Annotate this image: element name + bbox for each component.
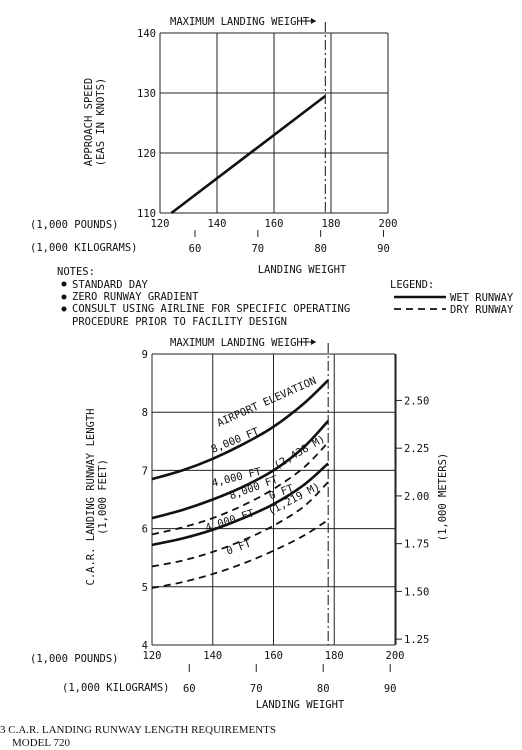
x-secondary-tick-label: 60 (183, 683, 196, 695)
caption-line1: 3 C.A.R. LANDING RUNWAY LENGTH REQUIREME… (0, 724, 276, 736)
y-tick-label: 8 (142, 407, 148, 419)
top-series (170, 94, 327, 215)
legend-wet-label: WET RUNWAY (450, 292, 514, 304)
bottom-annotation: MAXIMUM LANDING WEIGHT (170, 337, 310, 349)
x-secondary-tick-label: 80 (314, 243, 327, 255)
bottom-x-ticks: 120 140 160 180 200 60 70 80 90 (143, 650, 405, 695)
bullet-icon (61, 306, 67, 312)
x-tick-label: 120 (143, 650, 162, 662)
note-2: ZERO RUNWAY GRADIENT (72, 291, 199, 303)
note-1: STANDARD DAY (72, 279, 149, 291)
legend-heading: LEGEND: (390, 279, 434, 291)
legend-dry-label: DRY RUNWAY (450, 304, 514, 316)
bottom-xlabel: LANDING WEIGHT (256, 699, 345, 711)
runway-length-chart: MAXIMUM LANDING WEIGHT AIRPORT ELEVATION… (30, 337, 449, 711)
curve-label: 0 FT (225, 537, 254, 557)
bottom-y-ticks-right: 1.25 1.50 1.75 2.00 2.25 2.50 (395, 354, 429, 646)
notes-heading: NOTES: (57, 266, 95, 278)
top-y-ticks: 110 120 130 140 (137, 28, 156, 220)
y-tick-label: 110 (137, 208, 156, 220)
right-y-tick-label: 2.50 (404, 395, 429, 407)
curve-label: 8,000 FT (209, 425, 261, 455)
x-tick-label: 140 (203, 650, 222, 662)
right-y-tick-label: 1.75 (404, 539, 429, 551)
x-secondary-tick-label: 60 (189, 243, 202, 255)
y-tick-label: 140 (137, 28, 156, 40)
right-y-tick-label: 1.50 (404, 586, 429, 598)
top-grid (159, 22, 389, 214)
note-4: PROCEDURE PRIOR TO FACILITY DESIGN (72, 316, 287, 328)
wet-runway-curve (151, 462, 330, 547)
x-secondary-tick-label: 90 (377, 243, 390, 255)
wet-runway-curve (170, 94, 327, 215)
y-tick-label: 4 (142, 640, 148, 652)
bullet-icon (61, 294, 67, 300)
bottom-annotation-arrowhead (311, 339, 316, 345)
top-annotation: MAXIMUM LANDING WEIGHT (170, 16, 310, 28)
x-tick-label: 140 (208, 218, 227, 230)
bottom-x-unit-primary: (1,000 POUNDS) (30, 653, 119, 665)
bottom-ylabel-line2: (1,000 FEET) (97, 459, 109, 535)
curve-label: (2,438 M) (272, 433, 327, 472)
x-tick-label: 160 (265, 218, 284, 230)
x-tick-label: 160 (264, 650, 283, 662)
x-tick-label: 180 (322, 218, 341, 230)
top-xlabel: LANDING WEIGHT (258, 264, 347, 276)
x-tick-label: 200 (386, 650, 405, 662)
right-y-tick-label: 2.00 (404, 491, 429, 503)
wet-runway-curve (151, 420, 330, 520)
right-y-tick-label: 1.25 (404, 634, 429, 646)
top-x-ticks: 120 140 160 180 200 60 70 80 90 (151, 218, 398, 255)
y-tick-label: 7 (142, 465, 148, 477)
note-3: CONSULT USING AIRLINE FOR SPECIFIC OPERA… (72, 303, 350, 315)
bullet-icon (61, 281, 67, 287)
y-tick-label: 9 (142, 349, 148, 361)
wet-runway-curve (151, 379, 330, 481)
bottom-ylabel-line1: C.A.R. LANDING RUNWAY LENGTH (85, 408, 97, 585)
legend: LEGEND: WET RUNWAY DRY RUNWAY (390, 279, 514, 316)
curve-label: 4,000 FT (204, 507, 256, 534)
bottom-ylabel-right: (1,000 METERS) (437, 453, 449, 542)
bottom-x-unit-secondary: (1,000 KILOGRAMS) (62, 682, 169, 694)
top-annotation-arrowhead (311, 18, 316, 24)
bottom-y-ticks: 4 5 6 7 8 9 (142, 349, 148, 652)
y-tick-label: 120 (137, 148, 156, 160)
x-tick-label: 180 (325, 650, 344, 662)
y-tick-label: 5 (142, 582, 148, 594)
caption-line2: MODEL 720 (12, 737, 70, 749)
x-secondary-tick-label: 70 (250, 683, 263, 695)
x-secondary-tick-label: 70 (251, 243, 264, 255)
x-tick-label: 120 (151, 218, 170, 230)
y-tick-label: 130 (137, 88, 156, 100)
curve-label: AIRPORT ELEVATION (215, 375, 318, 430)
y-tick-label: 6 (142, 524, 148, 536)
dry-runway-curve (151, 519, 329, 589)
x-tick-label: 200 (379, 218, 398, 230)
top-x-unit-secondary: (1,000 KILOGRAMS) (30, 242, 137, 254)
bottom-series (151, 379, 330, 589)
dry-runway-curve (151, 481, 329, 568)
approach-speed-chart: MAXIMUM LANDING WEIGHT APPROACH SPEED (E… (30, 16, 397, 276)
right-y-tick-label: 2.25 (404, 443, 429, 455)
notes: NOTES: STANDARD DAY ZERO RUNWAY GRADIENT… (57, 266, 350, 328)
top-ylabel-line2: (EAS IN KNOTS) (95, 78, 107, 167)
x-secondary-tick-label: 80 (317, 683, 330, 695)
top-x-unit-primary: (1,000 POUNDS) (30, 219, 119, 231)
top-ylabel-line1: APPROACH SPEED (83, 78, 95, 167)
x-secondary-tick-label: 90 (384, 683, 397, 695)
